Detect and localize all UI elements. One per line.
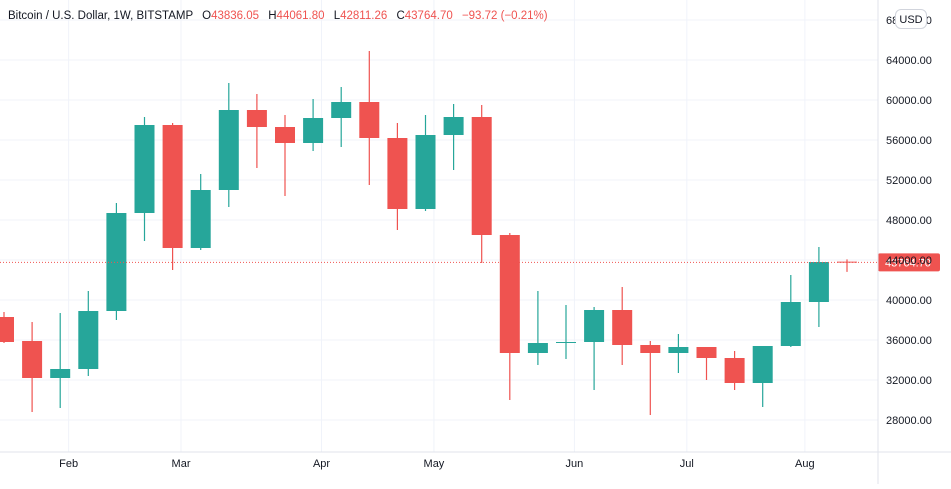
candle-body — [275, 127, 295, 143]
high-value: 44061.80 — [276, 10, 325, 22]
candle-body — [499, 235, 520, 353]
candle-body — [752, 346, 773, 383]
candle — [134, 117, 155, 241]
last-price-label: 43764.70 — [885, 257, 931, 269]
close-label: C — [396, 10, 405, 22]
candle-body — [443, 117, 464, 135]
candle-body — [527, 343, 548, 353]
candle — [22, 322, 43, 412]
candle-body — [22, 341, 43, 378]
candle — [808, 247, 829, 327]
candle-body — [668, 347, 689, 353]
candle-body — [780, 302, 801, 346]
candle — [415, 115, 436, 211]
candle-body — [612, 310, 633, 345]
candle-body — [331, 102, 352, 118]
candle-body — [387, 138, 408, 209]
candle-body — [640, 345, 661, 353]
x-tick-label: May — [424, 458, 445, 470]
candle — [780, 275, 801, 347]
candle-body — [724, 358, 745, 383]
last-price-line-layer: 43764.70 — [0, 253, 940, 272]
x-tick-label: Aug — [795, 458, 815, 470]
x-tick-label: Jun — [566, 458, 584, 470]
candle-body — [50, 369, 71, 378]
candle — [668, 334, 689, 373]
candle — [190, 174, 211, 250]
candle-body — [584, 310, 605, 342]
candle — [612, 287, 633, 365]
candle — [527, 291, 548, 365]
candle — [78, 291, 99, 376]
y-tick-label: 40000.00 — [886, 295, 932, 307]
close-value: 43764.70 — [404, 10, 453, 22]
candle — [724, 351, 745, 390]
low-label: L — [333, 10, 341, 22]
low-value: 42811.26 — [340, 10, 388, 22]
symbol-description[interactable]: Bitcoin / U.S. Dollar, 1W, BITSTAMP — [8, 10, 193, 22]
candle — [359, 51, 380, 185]
candle-layer — [0, 51, 857, 415]
y-tick-label: 28000.00 — [886, 415, 932, 427]
candle-body — [471, 117, 492, 235]
candle-body — [415, 135, 436, 209]
candle-body — [134, 125, 155, 213]
candle — [162, 123, 183, 270]
candle-body — [359, 102, 380, 138]
candle-body — [808, 262, 829, 302]
candle — [303, 99, 324, 151]
candle — [499, 233, 520, 400]
candle — [218, 83, 239, 207]
candle — [471, 105, 492, 263]
candle — [331, 87, 352, 147]
candle — [50, 313, 71, 408]
high-label: H — [268, 10, 277, 22]
y-tick-label: 44000.00 — [886, 255, 932, 267]
candle-body — [0, 317, 14, 342]
grid-layer — [0, 0, 878, 452]
candle — [246, 94, 267, 168]
candle — [443, 104, 464, 170]
candle-body — [303, 118, 324, 143]
open-value: 43836.05 — [211, 10, 260, 22]
y-tick-label: 32000.00 — [886, 375, 932, 387]
candle — [752, 346, 773, 407]
candle — [106, 203, 127, 320]
candle-body — [162, 125, 183, 248]
y-tick-label: 48000.00 — [886, 215, 932, 227]
open-label: O — [202, 10, 212, 22]
change-value: −93.72 (−0.21%) — [461, 10, 548, 22]
y-tick-label: 36000.00 — [886, 335, 932, 347]
candle-body — [218, 110, 239, 190]
y-tick-label: 56000.00 — [886, 135, 932, 147]
candle-body — [246, 110, 267, 127]
y-tick-label: 52000.00 — [886, 175, 932, 187]
candle-body — [696, 347, 717, 358]
currency-unit-button[interactable]: USD — [895, 9, 927, 29]
y-tick-label: 60000.00 — [886, 95, 932, 107]
x-tick-label: Jul — [680, 458, 694, 470]
x-tick-label: Feb — [59, 458, 78, 470]
candle — [387, 123, 408, 230]
x-tick-label: Apr — [313, 458, 330, 470]
symbol-legend: Bitcoin / U.S. Dollar, 1W, BITSTAMP O438… — [8, 10, 548, 22]
candle-body — [556, 342, 576, 343]
candle — [0, 312, 14, 343]
candle — [275, 115, 295, 196]
candle — [584, 307, 605, 390]
x-tick-label: Mar — [172, 458, 191, 470]
candle — [640, 341, 661, 415]
candle — [696, 347, 717, 380]
candle — [556, 305, 576, 359]
candle-body — [106, 213, 127, 311]
candle — [837, 259, 857, 272]
candle-body — [78, 311, 99, 369]
y-tick-label: 64000.00 — [886, 55, 932, 67]
candle-body — [190, 190, 211, 248]
last-price-badge — [878, 253, 940, 272]
